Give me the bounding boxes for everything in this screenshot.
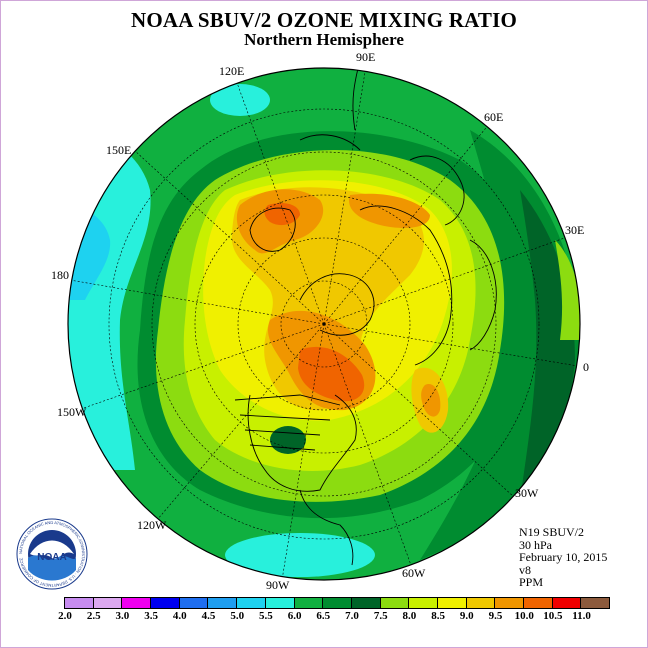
map-title: NOAA SBUV/2 OZONE MIXING RATIO [131, 8, 517, 32]
field-cyan-south [225, 533, 375, 577]
colorbar-segment [151, 598, 180, 608]
colorbar [64, 597, 611, 609]
colorbar-segment [437, 598, 467, 608]
lon-label-30w: 30W [515, 486, 539, 500]
field-lightgreen-east [555, 240, 580, 340]
colorbar-segment [294, 598, 324, 608]
colorbar-tick-label: 8.0 [402, 610, 417, 622]
info-units: PPM [519, 575, 544, 589]
lon-label-120e: 120E [219, 64, 245, 78]
info-level: 30 hPa [519, 537, 552, 552]
colorbar-segment [552, 598, 582, 608]
colorbar-segment [524, 598, 553, 608]
lon-label-180: 180 [51, 268, 69, 282]
colorbar-segment [93, 598, 123, 608]
lon-label-120w: 120W [137, 518, 167, 532]
colorbar-tick-label: 3.0 [115, 610, 130, 622]
lon-label-90e: 90E [356, 50, 376, 64]
colorbar-tick-label: 6.5 [316, 610, 331, 622]
colorbar-tick-label: 6.0 [287, 610, 302, 622]
colorbar-segment [323, 598, 352, 608]
lon-label-150e: 150E [106, 143, 132, 157]
field-orange-e [421, 384, 441, 417]
field-orange-n [349, 193, 430, 228]
colorbar-segment [265, 598, 295, 608]
lon-label-30e: 30E [565, 223, 585, 237]
colorbar-tick-label: 4.0 [172, 610, 187, 622]
lon-label-90w: 90W [266, 578, 290, 592]
field-dark-na [270, 426, 306, 454]
colorbar-tick-label: 10.0 [514, 610, 534, 622]
colorbar-segment [581, 598, 610, 608]
colorbar-tick-label: 4.5 [201, 610, 216, 622]
lon-label-60w: 60W [402, 566, 426, 580]
field-cyan-north [210, 84, 270, 116]
info-instrument: N19 SBUV/2 [519, 525, 585, 539]
info-version: v8 [519, 562, 531, 577]
colorbar-tick-label: 9.0 [459, 610, 474, 622]
map-subtitle: Northern Hemisphere [244, 30, 404, 49]
colorbar-tick-label: 7.5 [373, 610, 388, 622]
colorbar-segment [466, 598, 496, 608]
field-redorange-c [298, 346, 365, 402]
colorbar-segment [65, 598, 94, 608]
colorbar-tick-label: 10.5 [543, 610, 563, 622]
lon-label-60e: 60E [484, 110, 504, 124]
colorbar-segment [208, 598, 238, 608]
colorbar-segment [495, 598, 524, 608]
colorbar-segment [237, 598, 266, 608]
colorbar-tick-label: 2.5 [86, 610, 101, 622]
noaa-logo: NOAA NATIONAL OCEANIC AND ATMOSPHERIC AD… [16, 518, 88, 590]
colorbar-segment [179, 598, 209, 608]
colorbar-tick-label: 11.0 [572, 610, 591, 622]
colorbar-segment [409, 598, 438, 608]
colorbar-tick-label: 8.5 [431, 610, 445, 622]
colorbar-segment [380, 598, 410, 608]
lon-label-0: 0 [583, 360, 589, 374]
colorbar-tick-label: 2.0 [58, 610, 72, 622]
colorbar-tick-label: 5.5 [259, 610, 273, 622]
colorbar-segment [351, 598, 381, 608]
colorbar-tick-label: 3.5 [144, 610, 158, 622]
lon-label-150w: 150W [57, 405, 87, 419]
colorbar-segment [122, 598, 152, 608]
noaa-logo-text: NOAA [37, 552, 66, 563]
colorbar-tick-label: 9.5 [488, 610, 503, 622]
colorbar-tick-label: 5.0 [230, 610, 245, 622]
info-date: February 10, 2015 [519, 550, 608, 564]
info-block: N19 SBUV/2 30 hPa February 10, 2015 v8 P… [519, 526, 607, 589]
colorbar-tick-label: 7.0 [345, 610, 359, 622]
